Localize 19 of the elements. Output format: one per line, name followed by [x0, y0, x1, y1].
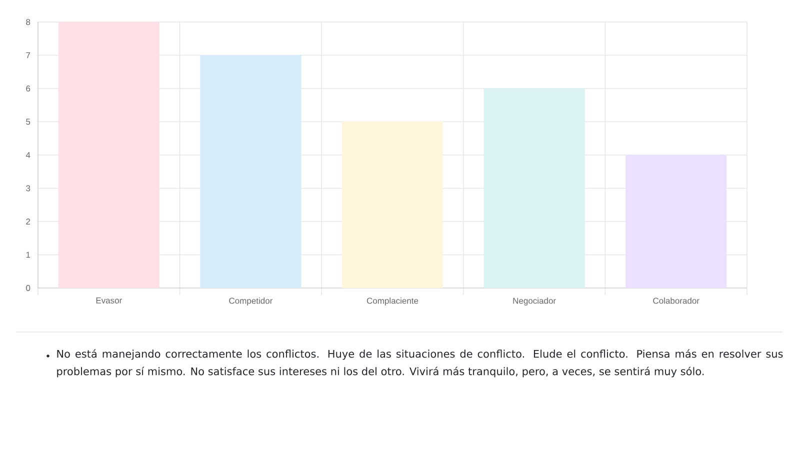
y-tick-label: 0 [26, 284, 30, 292]
x-tick-label: Colaborador [653, 298, 700, 304]
x-tick-label: Competidor [229, 298, 273, 306]
y-tick-label: 6 [26, 86, 30, 92]
bar [58, 22, 160, 288]
bar [626, 154, 727, 288]
text: No está manejando correctamente los conflictos. Huye de las situaciones de conflicto. Elude el conflicto. Piensa más en resolver sus problemas por sí mismo. No satisface sus intereses ni los del otro. Vivirá más tranquilo, pero, a veces, se sentirá muy sólo. [57, 349, 783, 378]
y-tick-label: 8 [26, 19, 30, 26]
x-tick-label: Complaciente [366, 298, 418, 306]
x-tick-label: Evasor [96, 298, 122, 304]
y-tick-label: 4 [26, 152, 30, 158]
bar [342, 122, 444, 288]
x-tick-label: Negociador [513, 298, 556, 306]
bar [200, 55, 302, 288]
y-tick-label: 3 [26, 185, 30, 192]
y-tick-label: 5 [26, 118, 30, 125]
y-tick-label: 2 [26, 218, 30, 224]
y-tick-label: 7 [26, 52, 30, 58]
y-tick-label: 1 [26, 252, 30, 258]
